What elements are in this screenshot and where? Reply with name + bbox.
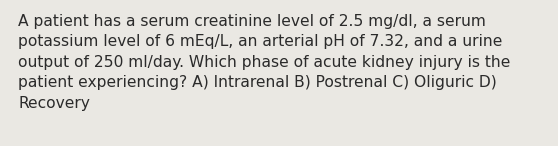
Text: A patient has a serum creatinine level of 2.5 mg/dl, a serum
potassium level of : A patient has a serum creatinine level o… [18,14,511,111]
